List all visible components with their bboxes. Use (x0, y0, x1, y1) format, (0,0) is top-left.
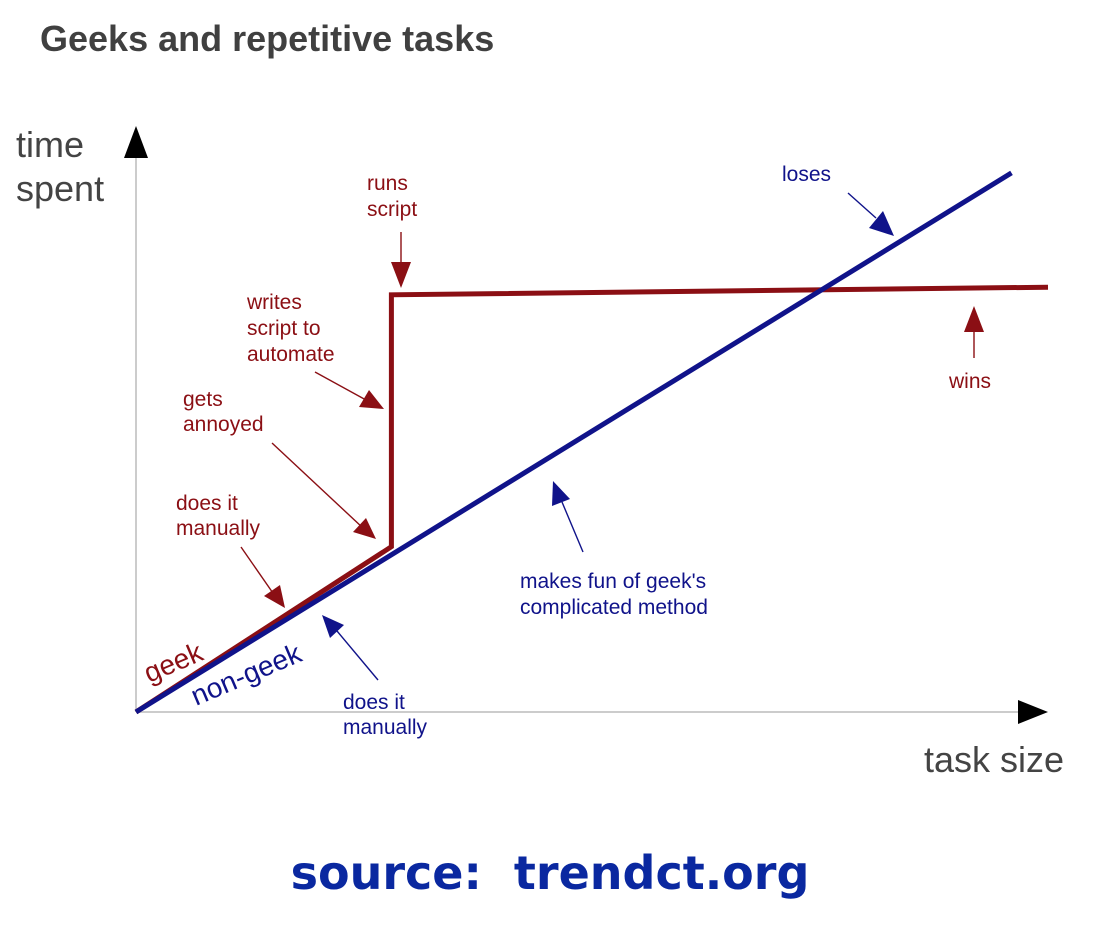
arrow-head-makes-fun (552, 481, 570, 506)
annotation-nongeek-does-it-manually: does it manually (343, 691, 428, 739)
annotation-text: wins (948, 370, 991, 393)
arrow-head-nongeek-manual (322, 615, 344, 638)
annotation-text: gets (183, 388, 223, 411)
source-credit: source: trendct.org (290, 846, 810, 900)
arrow-head-loses (869, 211, 894, 236)
annotation-writes-script: writes script to automate (246, 291, 335, 366)
arrow-line-makes-fun (561, 501, 584, 553)
annotation-text: annoyed (183, 413, 264, 436)
y-axis-label-line-2: spent (16, 168, 104, 209)
arrow-line-loses (847, 192, 877, 219)
annotation-text: does it (343, 691, 405, 714)
y-axis-arrow (124, 126, 148, 158)
annotation-text: makes fun of geek's (520, 570, 706, 593)
non-geek-series-line (134, 170, 1013, 715)
y-axis-label-line-1: time (16, 124, 84, 165)
annotation-text: manually (343, 716, 428, 739)
annotation-wins: wins (948, 370, 991, 393)
arrow-head-geek-manual (264, 585, 285, 608)
arrow-line-geek-manual (240, 546, 276, 597)
annotation-makes-fun: makes fun of geek's complicated method (520, 570, 708, 619)
x-axis-arrow (1018, 700, 1048, 724)
annotation-loses: loses (782, 163, 831, 186)
x-axis-label: task size (924, 739, 1064, 780)
annotation-text: writes (246, 291, 302, 314)
annotation-text: manually (176, 517, 261, 540)
arrow-line-nongeek-manual (336, 630, 379, 681)
arrow-head-wins (964, 306, 984, 332)
arrow-line-writes (314, 371, 367, 401)
annotation-geek-does-it-manually: does it manually (176, 492, 261, 540)
arrow-line-annoyed (271, 442, 364, 529)
annotation-text: complicated method (520, 596, 708, 619)
annotation-text: script to (247, 317, 321, 340)
geek-series-line (134, 284, 1049, 715)
arrow-head-annoyed (353, 518, 376, 539)
annotation-text: loses (782, 163, 831, 186)
annotation-text: script (367, 198, 417, 221)
annotation-runs-script: runs script (367, 172, 417, 221)
arrow-head-writes (359, 390, 384, 409)
series-label-non-geek: non-geek (186, 637, 307, 712)
annotation-gets-annoyed: gets annoyed (183, 388, 264, 436)
arrow-head-runs (391, 262, 411, 288)
geek-chart: time spent task size geek non-geek does … (16, 124, 1064, 780)
page-title: Geeks and repetitive tasks (40, 18, 495, 59)
annotation-text: does it (176, 492, 238, 515)
annotation-text: automate (247, 343, 335, 366)
annotation-text: runs (367, 172, 408, 195)
